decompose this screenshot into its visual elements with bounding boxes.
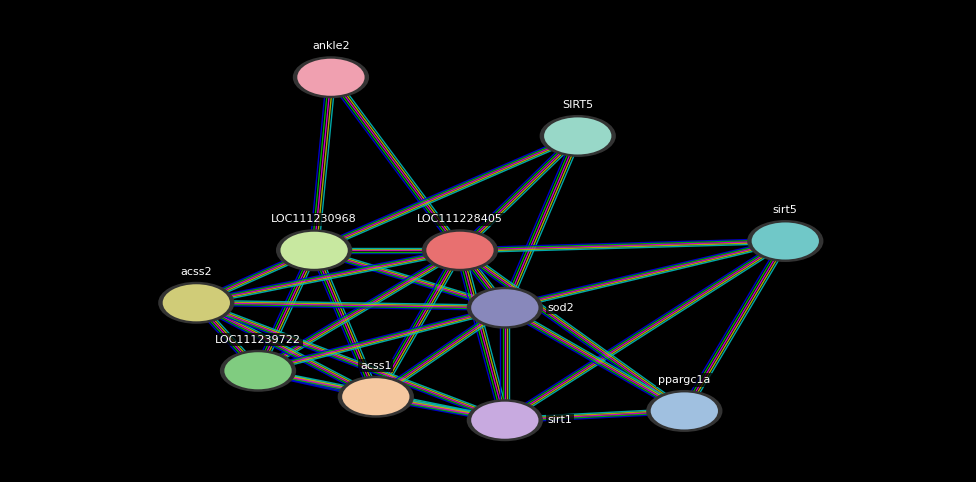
Circle shape <box>224 352 292 389</box>
Circle shape <box>298 59 365 96</box>
Circle shape <box>293 56 369 98</box>
Circle shape <box>544 118 611 155</box>
Circle shape <box>471 289 539 326</box>
Circle shape <box>163 284 230 321</box>
Text: SIRT5: SIRT5 <box>562 100 593 110</box>
Text: acss2: acss2 <box>181 267 212 277</box>
Circle shape <box>427 232 494 269</box>
Text: acss1: acss1 <box>360 361 391 371</box>
Circle shape <box>422 229 498 271</box>
Text: ppargc1a: ppargc1a <box>658 375 711 385</box>
Circle shape <box>220 350 296 392</box>
Circle shape <box>280 232 347 269</box>
Circle shape <box>338 375 414 418</box>
Text: ankle2: ankle2 <box>312 41 349 51</box>
Circle shape <box>158 282 234 324</box>
Circle shape <box>748 220 824 262</box>
Circle shape <box>471 402 539 439</box>
Text: LOC111230968: LOC111230968 <box>271 214 357 224</box>
Text: sod2: sod2 <box>548 303 574 313</box>
Circle shape <box>540 115 616 157</box>
Circle shape <box>343 378 410 415</box>
Text: sirt5: sirt5 <box>773 205 797 215</box>
Circle shape <box>752 223 819 259</box>
Text: LOC111228405: LOC111228405 <box>417 214 503 224</box>
Text: sirt1: sirt1 <box>548 415 572 425</box>
Circle shape <box>276 229 352 271</box>
Circle shape <box>651 392 718 429</box>
Text: LOC111239722: LOC111239722 <box>215 335 301 345</box>
Circle shape <box>467 399 543 441</box>
Circle shape <box>646 390 722 432</box>
Circle shape <box>467 287 543 329</box>
